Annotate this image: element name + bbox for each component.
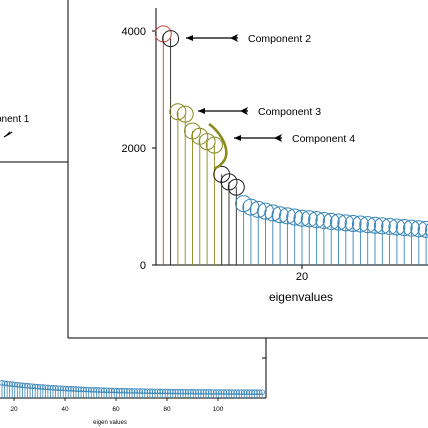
inset-y-tick-label: 2000 xyxy=(122,143,146,155)
inset-stem-marker xyxy=(205,136,223,154)
inset-stem-marker xyxy=(395,219,413,237)
background-chart-xlabel: eigen values xyxy=(93,420,127,426)
background-x-tick-label: 20 xyxy=(10,406,18,413)
arrow-icon xyxy=(3,131,13,138)
inset-annotation-label: Component 2 xyxy=(248,33,311,45)
inset-stem-marker xyxy=(315,212,333,230)
inset-stem-marker xyxy=(198,133,216,151)
inset-stem-marker xyxy=(424,223,428,237)
inset-y-tick-label: 4000 xyxy=(122,26,146,38)
inset-stem-marker xyxy=(322,212,340,230)
inset-chart-xlabel: eigenvalues xyxy=(269,290,333,304)
inset-stem-marker xyxy=(359,216,377,234)
inset-stem-marker xyxy=(169,103,187,121)
inset-annotation-label: Component 3 xyxy=(258,106,321,118)
background-chart-x-ticks: 20 40 60 80 100 xyxy=(10,398,224,413)
inset-stem-marker xyxy=(381,217,399,235)
inset-stem-marker xyxy=(373,217,391,235)
inset-stem-marker xyxy=(227,178,245,196)
inset-stem-marker xyxy=(176,105,194,123)
inset-chart-stems xyxy=(154,25,428,265)
inset-stem-marker xyxy=(264,204,282,222)
inset-annotation-label: Component 4 xyxy=(292,133,355,145)
inset-stem-marker xyxy=(235,195,253,213)
background-chart-partial-annotation: onent 1 xyxy=(0,114,30,125)
background-x-tick-label: 60 xyxy=(112,406,120,413)
inset-chart-y-ticks: 0 2000 4000 xyxy=(122,26,156,272)
inset-stem-marker xyxy=(388,218,406,236)
background-x-tick-label: 100 xyxy=(213,406,224,413)
inset-stem-marker xyxy=(286,208,304,226)
inset-y-tick-label: 0 xyxy=(140,260,146,272)
inset-stem-marker xyxy=(308,211,326,229)
inset-stem-marker xyxy=(300,210,318,228)
inset-stem-marker xyxy=(337,214,355,232)
inset-stem-marker xyxy=(351,215,369,233)
background-stem-marker xyxy=(256,389,263,396)
background-stem-marker xyxy=(259,389,265,396)
background-x-tick-label: 40 xyxy=(61,406,69,413)
inset-stem-marker xyxy=(257,202,274,220)
inset-stem-marker xyxy=(366,216,384,234)
inset-chart-x-ticks: 20 xyxy=(296,265,308,283)
inset-chart-annotations: Component 2 Component 3 Component 4 xyxy=(186,33,355,145)
inset-stem-marker xyxy=(403,219,420,237)
background-x-tick-label: 80 xyxy=(163,406,171,413)
inset-stem-marker xyxy=(249,200,267,218)
annotation-arrow-icon xyxy=(234,134,282,142)
inset-x-tick-label: 20 xyxy=(296,271,308,283)
annotation-arrow-icon xyxy=(186,34,238,42)
inset-stem-marker xyxy=(162,30,180,48)
inset-stem-marker xyxy=(410,220,428,238)
annotation-arrow-icon xyxy=(198,107,248,115)
inset-stem-marker xyxy=(344,214,362,232)
inset-stem-marker xyxy=(278,207,296,225)
inset-stem-marker xyxy=(271,206,289,224)
background-chart-stems xyxy=(0,380,265,398)
inset-stem-marker xyxy=(330,213,347,231)
inset-stem-marker xyxy=(417,220,428,238)
component-4-bracket-icon xyxy=(208,122,228,170)
inset-stem-marker xyxy=(293,209,311,227)
